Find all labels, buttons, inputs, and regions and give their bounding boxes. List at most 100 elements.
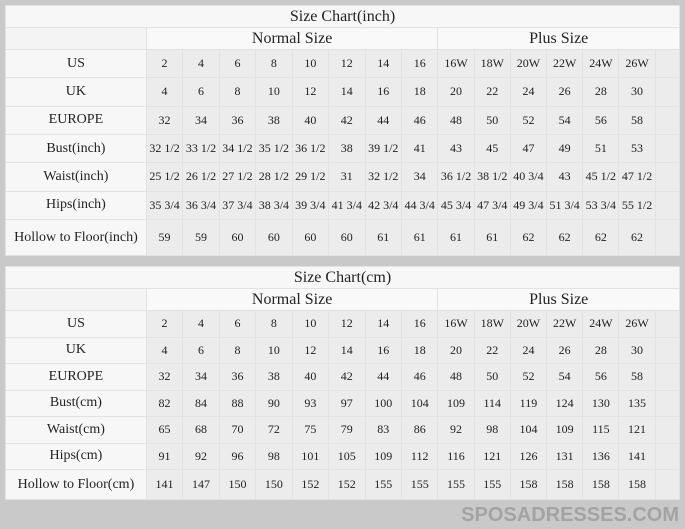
group-row: Normal Size Plus Size — [5, 288, 680, 311]
size-cell: 59 — [145, 219, 184, 256]
table-row: UK 4 6 8 10 12 14 16 18 20 22 24 26 28 30 — [5, 336, 681, 364]
table-row: US 2 4 6 8 10 12 14 16 16W 18W 20W 22W 24W 26W — [5, 48, 681, 79]
size-cell: 126 — [509, 442, 548, 470]
size-cell: 54 — [546, 105, 584, 135]
size-cell: 26 1/2 — [182, 162, 220, 192]
size-cell: 101 — [291, 442, 330, 470]
size-cell: 16 — [364, 336, 402, 364]
size-cell: 28 — [582, 77, 620, 107]
size-cell: 4 — [182, 310, 220, 338]
size-cell: 56 — [582, 105, 620, 135]
size-cell: 49 3/4 — [509, 190, 548, 221]
size-cell: 33 1/2 — [182, 133, 220, 164]
size-cell: 12 — [328, 310, 366, 338]
size-cell: 6 — [218, 310, 257, 338]
table-row: Hips(inch) 35 3/4 36 3/4 37 3/4 38 3/4 39 3/4… — [5, 190, 681, 221]
size-cell: 18W — [473, 310, 511, 338]
row-label: Hollow to Floor(inch) — [5, 219, 147, 256]
empty-cell — [654, 469, 681, 500]
size-cell: 119 — [509, 389, 548, 417]
size-cell: 8 — [218, 77, 257, 107]
row-label: EUROPE — [5, 363, 147, 391]
size-cell: 16 — [364, 77, 402, 107]
size-chart-cm: Size Chart(cm) Normal Size Plus Size US 2 4 6 8… — [5, 266, 681, 500]
size-cell: 16W — [437, 48, 475, 79]
size-cell: 36 3/4 — [182, 190, 220, 221]
size-cell: 130 — [582, 389, 620, 417]
empty-cell — [654, 48, 681, 79]
size-cell: 97 — [328, 389, 366, 417]
size-cell: 60 — [291, 219, 330, 256]
row-label: US — [5, 310, 147, 338]
table-row: Waist(cm) 65 68 70 72 75 79 83 86 92 98 104 109 115 12… — [5, 416, 681, 444]
table-row: Bust(inch) 32 1/2 33 1/2 34 1/2 35 1/2 36 1/2… — [5, 133, 681, 164]
row-label: UK — [5, 77, 147, 107]
size-cell: 47 1/2 — [618, 162, 656, 192]
size-cell: 112 — [400, 442, 439, 470]
empty-cell — [654, 310, 681, 338]
size-cell: 28 1/2 — [255, 162, 293, 192]
size-cell: 60 — [255, 219, 293, 256]
size-cell: 32 — [145, 105, 184, 135]
empty-cell — [654, 219, 681, 256]
size-cell: 18 — [400, 336, 439, 364]
empty-cell — [654, 389, 681, 417]
size-cell: 109 — [437, 389, 475, 417]
size-chart-inch: Size Chart(inch) Normal Size Plus Size US 2 4… — [5, 5, 681, 256]
size-cell: 26 — [546, 336, 584, 364]
table-row: Waist(inch) 25 1/2 26 1/2 27 1/2 28 1/2 29 1/… — [5, 162, 681, 192]
size-cell: 155 — [400, 469, 439, 500]
empty-cell — [654, 162, 681, 192]
title-row: Size Chart(cm) — [5, 266, 680, 289]
size-cell: 150 — [218, 469, 257, 500]
size-cell: 2 — [145, 48, 184, 79]
size-cell: 36 1/2 — [291, 133, 330, 164]
table-row: Hips(cm) 91 92 96 98 101 105 109 112 116 121 126 131… — [5, 442, 681, 470]
size-cell: 62 — [509, 219, 548, 256]
size-cell: 52 — [509, 105, 548, 135]
size-cell: 35 3/4 — [145, 190, 184, 221]
size-cell: 32 1/2 — [364, 162, 402, 192]
empty-cell — [5, 288, 147, 311]
size-cell: 10 — [291, 48, 330, 79]
size-cell: 25 1/2 — [145, 162, 184, 192]
size-cell: 45 — [473, 133, 511, 164]
size-cell: 92 — [437, 416, 475, 444]
size-cell: 58 — [618, 105, 656, 135]
size-cell: 34 — [182, 363, 220, 391]
size-cell: 18 — [400, 77, 439, 107]
empty-cell — [654, 442, 681, 470]
size-cell: 58 — [618, 363, 656, 391]
size-cell: 44 — [364, 363, 402, 391]
row-label: Waist(inch) — [5, 162, 147, 192]
empty-cell — [654, 133, 681, 164]
empty-cell — [654, 77, 681, 107]
size-cell: 46 — [400, 363, 439, 391]
group-row: Normal Size Plus Size — [5, 27, 680, 50]
size-cell: 22 — [473, 77, 511, 107]
size-cell: 49 — [546, 133, 584, 164]
size-cell: 48 — [437, 363, 475, 391]
size-cell: 72 — [255, 416, 293, 444]
size-cell: 141 — [618, 442, 656, 470]
size-cell: 152 — [291, 469, 330, 500]
size-cell: 27 1/2 — [218, 162, 257, 192]
size-cell: 43 — [437, 133, 475, 164]
size-cell: 36 — [218, 105, 257, 135]
size-cell: 121 — [618, 416, 656, 444]
chart-title: Size Chart(inch) — [5, 5, 680, 28]
size-cell: 34 — [182, 105, 220, 135]
size-cell: 24 — [509, 336, 548, 364]
size-cell: 121 — [473, 442, 511, 470]
table-row: Hollow to Floor(inch) 59 59 60 60 60 60 61 61 61 6… — [5, 219, 681, 256]
size-cell: 14 — [364, 48, 402, 79]
chart-title: Size Chart(cm) — [5, 266, 680, 289]
size-cell: 104 — [400, 389, 439, 417]
size-cell: 155 — [364, 469, 402, 500]
size-cell: 40 3/4 — [509, 162, 548, 192]
size-cell: 36 1/2 — [437, 162, 475, 192]
size-cell: 12 — [328, 48, 366, 79]
size-cell: 158 — [618, 469, 656, 500]
size-cell: 150 — [255, 469, 293, 500]
size-cell: 96 — [218, 442, 257, 470]
